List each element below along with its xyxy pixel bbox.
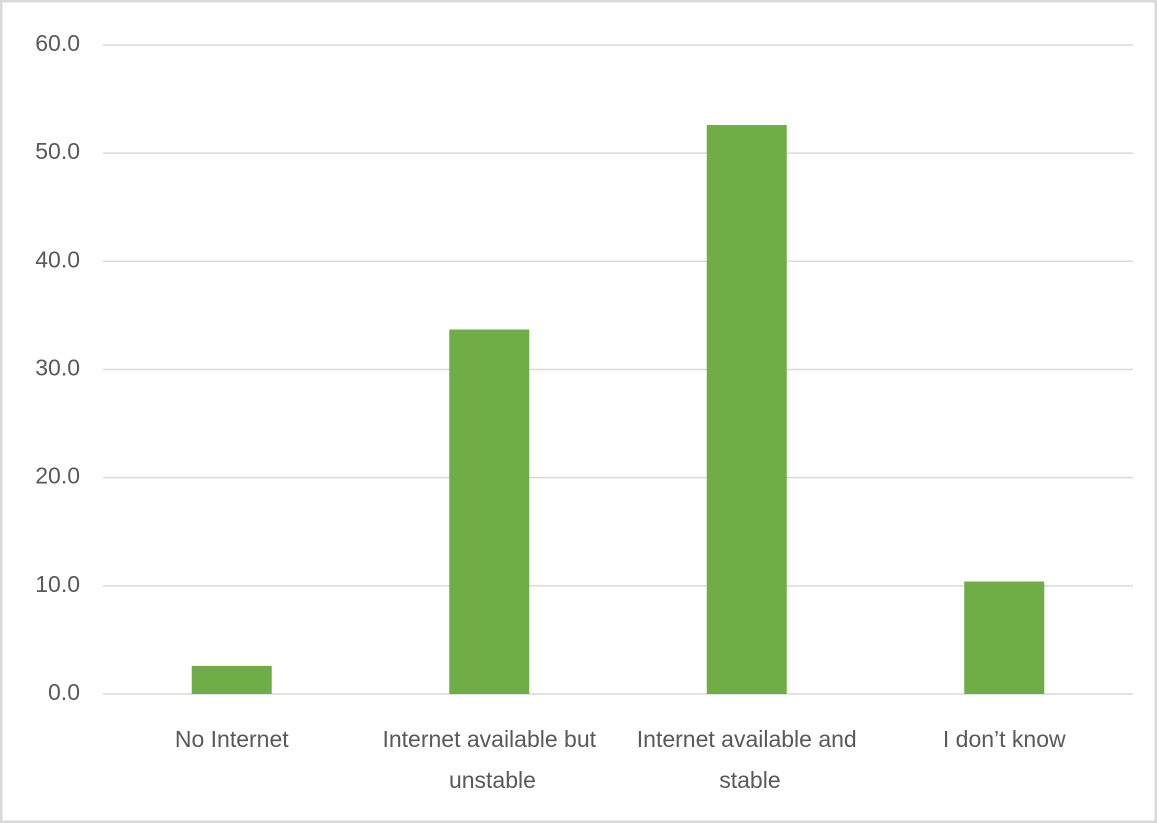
y-tick-label: 20.0 — [35, 463, 80, 489]
y-tick-label: 40.0 — [35, 246, 80, 272]
bar — [449, 329, 530, 694]
y-tick-label: 50.0 — [35, 138, 80, 164]
y-tick-label: 0.0 — [48, 679, 80, 705]
y-tick-label: 60.0 — [35, 30, 80, 56]
bar — [191, 665, 272, 694]
y-tick-label: 30.0 — [35, 355, 80, 381]
bar — [706, 125, 787, 694]
bar — [964, 581, 1045, 694]
x-tick-label: Internet available but unstable — [382, 726, 596, 793]
x-tick-label: Internet available and stable — [637, 726, 857, 793]
x-tick-label: I don’t know — [943, 726, 1066, 752]
x-tick-label: No Internet — [175, 726, 289, 752]
y-tick-label: 10.0 — [35, 571, 80, 597]
